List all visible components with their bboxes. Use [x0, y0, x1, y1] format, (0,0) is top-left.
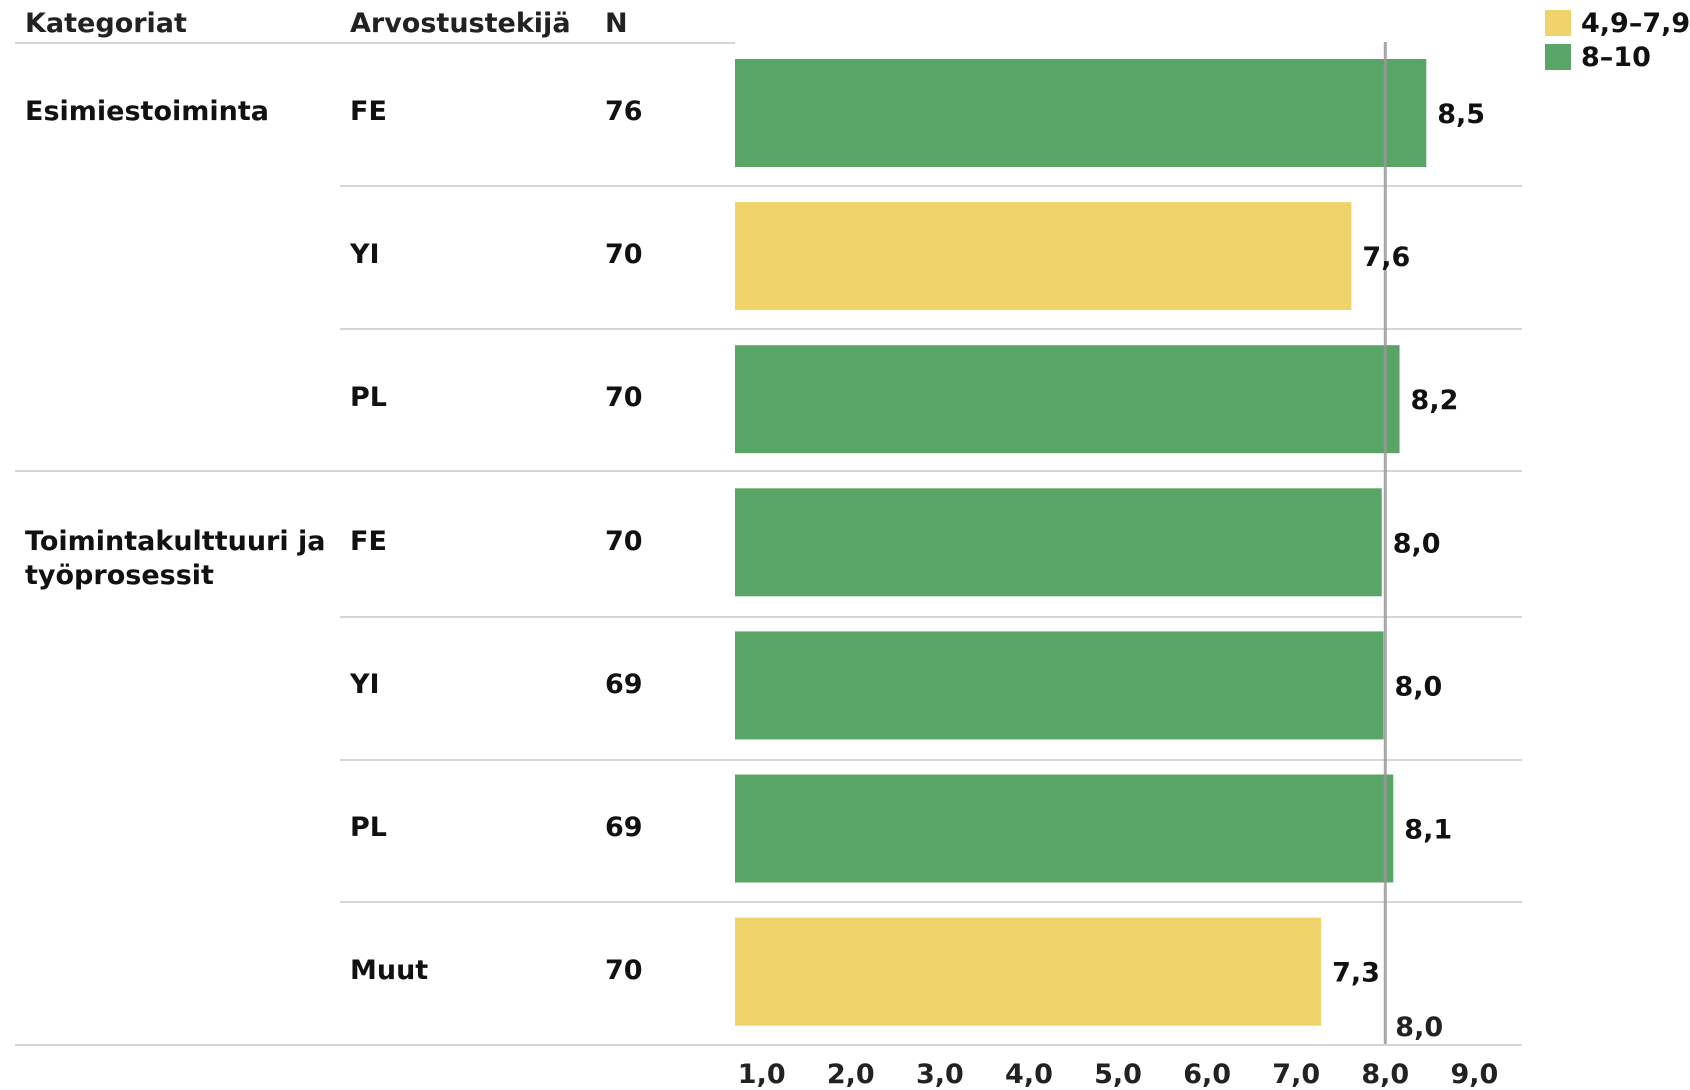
category-label: Esimiestoiminta	[25, 96, 269, 127]
n-value: 70	[605, 239, 643, 270]
x-tick-label: 4,0	[1005, 1059, 1053, 1090]
x-tick-label: 3,0	[916, 1059, 964, 1090]
bar-value-label: 7,6	[1362, 242, 1410, 273]
x-tick-label: 5,0	[1094, 1059, 1142, 1090]
header-rater: Arvostustekijä	[350, 8, 571, 39]
legend-swatch-high	[1545, 44, 1571, 70]
legend-item-low: 4,9–7,9	[1545, 7, 1690, 39]
legend-label-low: 4,9–7,9	[1581, 7, 1690, 39]
row-rule	[340, 901, 1522, 903]
bar-value-label: 8,2	[1411, 385, 1459, 416]
n-value: 76	[605, 96, 643, 127]
legend-label-high: 8–10	[1581, 41, 1651, 73]
rater-label: YI	[350, 669, 380, 700]
n-value: 70	[605, 382, 643, 413]
reference-line-label: 8,0	[1395, 1012, 1443, 1043]
bar	[735, 345, 1400, 454]
header-category: Kategoriat	[25, 8, 187, 39]
n-value: 69	[605, 669, 643, 700]
rater-label: PL	[350, 382, 387, 413]
x-tick-label: 2,0	[827, 1059, 875, 1090]
bar	[735, 631, 1384, 740]
header-n: N	[605, 8, 628, 39]
x-tick-label: 1,0	[738, 1059, 786, 1090]
row-rule	[340, 185, 1522, 187]
bar-value-label: 8,0	[1395, 671, 1443, 702]
rater-label: Muut	[350, 955, 429, 986]
bar	[735, 917, 1322, 1026]
n-value: 70	[605, 526, 643, 557]
rater-label: PL	[350, 812, 387, 843]
category-label: Toimintakulttuuri ja työprosessit	[25, 526, 326, 591]
rater-label: FE	[350, 96, 387, 127]
legend-item-high: 8–10	[1545, 41, 1651, 73]
rater-label: FE	[350, 526, 387, 557]
legend-swatch-low	[1545, 10, 1571, 36]
bar	[735, 59, 1427, 167]
x-tick-label: 7,0	[1272, 1059, 1320, 1090]
x-tick-label: 8,0	[1361, 1059, 1409, 1090]
x-tick-label: 6,0	[1183, 1059, 1231, 1090]
n-value: 70	[605, 955, 643, 986]
table-bottom-rule	[15, 1044, 1522, 1046]
group-rule	[15, 470, 1522, 472]
row-rule	[340, 328, 1522, 330]
bar-value-label: 7,3	[1332, 958, 1380, 989]
bar-value-label: 8,1	[1404, 815, 1452, 846]
bar-value-label: 8,5	[1437, 99, 1485, 130]
rater-label: YI	[350, 239, 380, 270]
row-rule	[340, 759, 1522, 761]
header-rule	[15, 42, 735, 44]
bar	[735, 488, 1382, 597]
bar-value-label: 8,0	[1393, 528, 1441, 559]
x-tick-label: 9,0	[1450, 1059, 1498, 1090]
bar	[735, 202, 1352, 311]
n-value: 69	[605, 812, 643, 843]
row-rule	[340, 616, 1522, 618]
bar	[735, 774, 1394, 883]
